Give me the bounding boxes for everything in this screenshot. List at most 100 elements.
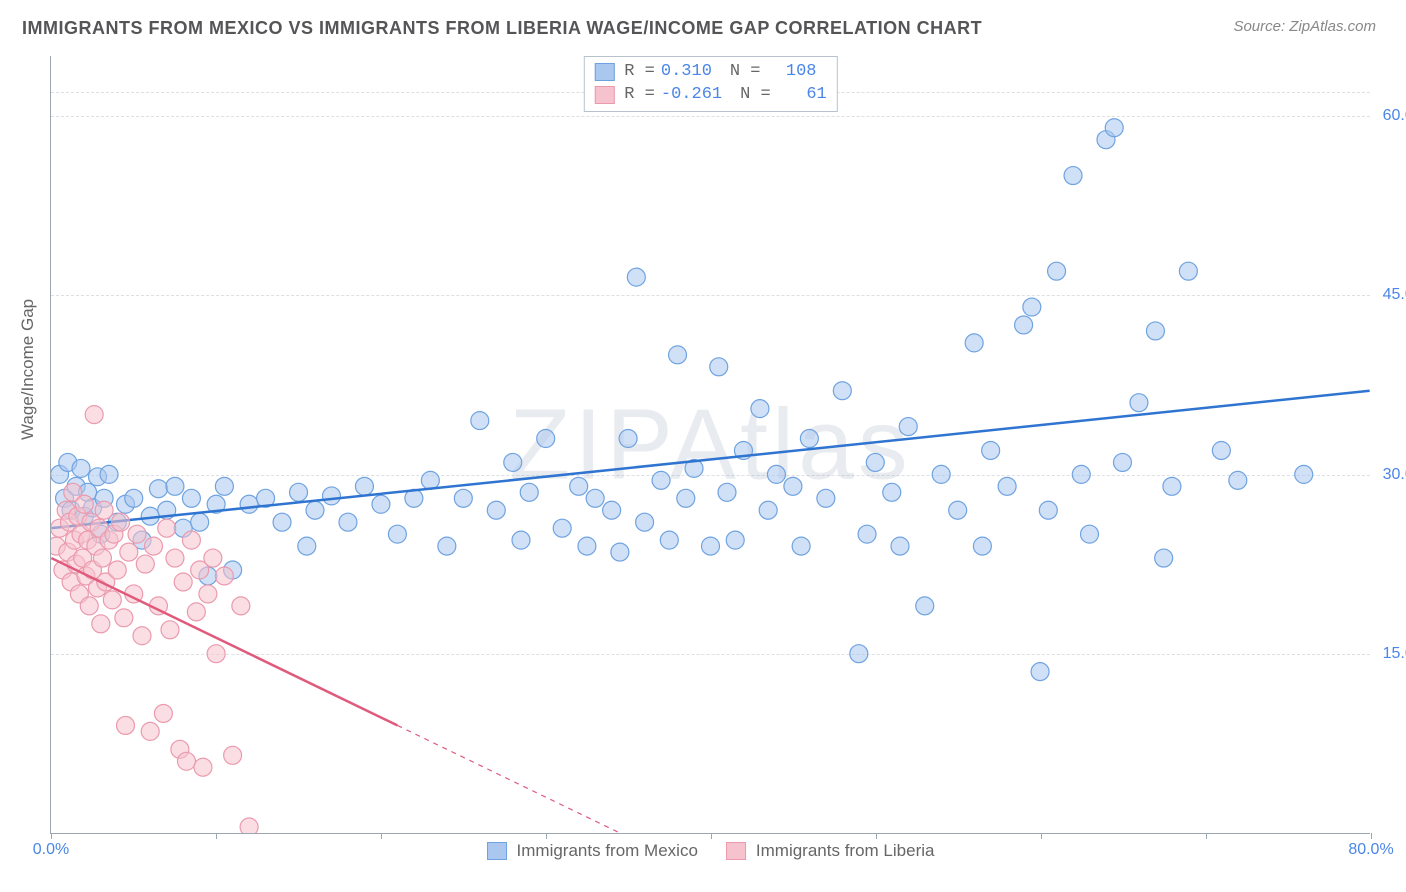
data-point: [117, 716, 135, 734]
stat-n-label: N =: [740, 84, 771, 107]
data-point: [784, 477, 802, 495]
data-point: [154, 704, 172, 722]
x-tick-mark: [1041, 833, 1042, 839]
data-point: [421, 471, 439, 489]
data-point: [1039, 501, 1057, 519]
data-point: [95, 501, 113, 519]
data-point: [800, 430, 818, 448]
x-tick-mark: [1206, 833, 1207, 839]
data-point: [290, 483, 308, 501]
data-point: [187, 603, 205, 621]
data-point: [916, 597, 934, 615]
data-point: [1179, 262, 1197, 280]
stats-legend-row: R =0.310N =108: [594, 61, 826, 84]
data-point: [191, 513, 209, 531]
data-point: [891, 537, 909, 555]
data-point: [1229, 471, 1247, 489]
data-point: [100, 465, 118, 483]
data-point: [92, 615, 110, 633]
data-point: [322, 487, 340, 505]
data-point: [85, 406, 103, 424]
data-point: [932, 465, 950, 483]
x-tick-label: 80.0%: [1348, 841, 1393, 859]
data-point: [240, 818, 258, 833]
data-point: [115, 609, 133, 627]
data-point: [718, 483, 736, 501]
data-point: [1023, 298, 1041, 316]
legend-swatch: [594, 86, 614, 104]
data-point: [72, 459, 90, 477]
data-point: [194, 758, 212, 776]
data-point: [372, 495, 390, 513]
data-point: [145, 537, 163, 555]
data-point: [1105, 119, 1123, 137]
data-point: [182, 531, 200, 549]
chart-plot-area: ZIPAtlas R =0.310N =108R =-0.261N =61 Im…: [50, 56, 1370, 834]
data-point: [998, 477, 1016, 495]
x-tick-mark: [546, 833, 547, 839]
data-point: [850, 645, 868, 663]
data-point: [817, 489, 835, 507]
data-point: [858, 525, 876, 543]
stat-r-label: R =: [624, 61, 655, 84]
data-point: [112, 513, 130, 531]
data-point: [120, 543, 138, 561]
data-point: [1295, 465, 1313, 483]
data-point: [1146, 322, 1164, 340]
trend-line-dashed: [397, 725, 644, 833]
data-point: [603, 501, 621, 519]
data-point: [726, 531, 744, 549]
x-tick-mark: [711, 833, 712, 839]
data-point: [177, 752, 195, 770]
data-point: [1212, 441, 1230, 459]
data-point: [973, 537, 991, 555]
data-point: [103, 591, 121, 609]
stat-n-value: 108: [767, 61, 817, 84]
data-point: [75, 495, 93, 513]
data-point: [570, 477, 588, 495]
y-tick-label: 30.0%: [1383, 466, 1406, 484]
data-point: [273, 513, 291, 531]
data-point: [702, 537, 720, 555]
stats-legend-row: R =-0.261N =61: [594, 84, 826, 107]
data-point: [232, 597, 250, 615]
data-point: [240, 495, 258, 513]
data-point: [471, 412, 489, 430]
data-point: [759, 501, 777, 519]
data-point: [388, 525, 406, 543]
legend-swatch: [487, 842, 507, 860]
data-point: [1031, 663, 1049, 681]
y-tick-label: 15.0%: [1383, 645, 1406, 663]
data-point: [512, 531, 530, 549]
data-point: [767, 465, 785, 483]
x-tick-mark: [1371, 833, 1372, 839]
data-point: [965, 334, 983, 352]
source-label: Source: ZipAtlas.com: [1233, 18, 1376, 35]
data-point: [1064, 167, 1082, 185]
data-point: [578, 537, 596, 555]
y-tick-label: 45.0%: [1383, 286, 1406, 304]
stat-r-value: 0.310: [661, 61, 712, 84]
data-point: [438, 537, 456, 555]
data-point: [677, 489, 695, 507]
data-point: [182, 489, 200, 507]
data-point: [204, 549, 222, 567]
legend-swatch: [726, 842, 746, 860]
x-tick-mark: [381, 833, 382, 839]
legend-label: Immigrants from Mexico: [517, 841, 698, 861]
data-point: [586, 489, 604, 507]
data-point: [136, 555, 154, 573]
data-point: [149, 480, 167, 498]
data-point: [355, 477, 373, 495]
data-point: [636, 513, 654, 531]
data-point: [652, 471, 670, 489]
data-point: [487, 501, 505, 519]
scatter-plot-svg: [51, 56, 1370, 833]
data-point: [93, 549, 111, 567]
data-point: [298, 537, 316, 555]
stat-r-label: R =: [624, 84, 655, 107]
data-point: [537, 430, 555, 448]
data-point: [1163, 477, 1181, 495]
data-point: [611, 543, 629, 561]
data-point: [128, 525, 146, 543]
